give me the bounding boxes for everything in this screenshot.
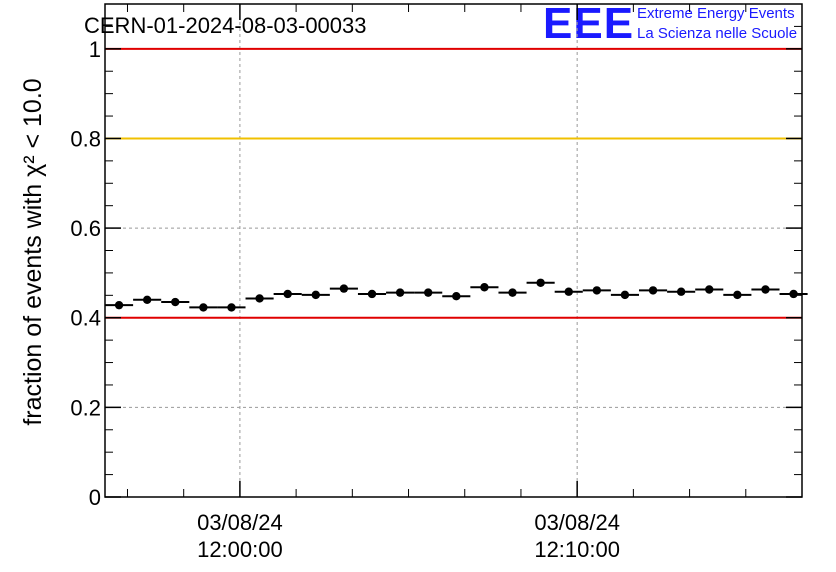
data-point [171, 297, 180, 307]
data-point [648, 286, 658, 295]
y-tick-label: 0.4 [70, 306, 101, 331]
data-point [311, 290, 320, 300]
data-point [424, 288, 433, 297]
logo-subtitle-1: Extreme Energy Events [637, 5, 795, 22]
axes: 00.20.40.60.8103/08/2412:00:0003/08/2412… [70, 3, 803, 562]
data-point [255, 294, 264, 303]
grid-lines [105, 4, 802, 497]
data-point [761, 285, 770, 294]
data-point [705, 285, 714, 294]
data-point [676, 287, 686, 296]
y-axis-label: fraction of events with χ² < 10.0 [19, 78, 47, 425]
y-tick-label: 0.2 [70, 395, 101, 420]
y-tick-label: 0.8 [70, 126, 101, 151]
data-point [620, 290, 630, 300]
data-point [395, 288, 405, 297]
data-point [789, 289, 798, 299]
x-tick-label-date: 03/08/24 [534, 510, 620, 535]
plot-frame [104, 3, 803, 498]
data-point [508, 288, 517, 297]
logo-subtitle-2: La Scienza nelle Scuole [637, 25, 797, 42]
data-point [199, 303, 208, 312]
data-point [142, 295, 152, 304]
data-point [367, 289, 377, 299]
run-title: CERN-01-2024-08-03-00033 [84, 13, 367, 38]
data-point [452, 292, 461, 301]
data-point [283, 289, 292, 299]
y-tick-label: 0.6 [70, 216, 101, 241]
data-point [536, 278, 545, 287]
data-point [227, 303, 236, 312]
eee-logo: EEE [543, 0, 634, 48]
data-point [480, 283, 489, 292]
data-series [105, 278, 808, 312]
x-tick-label-date: 03/08/24 [197, 510, 283, 535]
x-tick-label-time: 12:10:00 [534, 537, 620, 562]
y-tick-label: 1 [89, 37, 101, 62]
x-tick-label-time: 12:00:00 [197, 537, 283, 562]
data-point [592, 286, 602, 295]
y-tick-label: 0 [89, 485, 101, 510]
reference-lines [105, 47, 802, 319]
data-point [564, 287, 573, 296]
data-point [114, 300, 124, 310]
data-point [733, 290, 742, 300]
data-point [339, 284, 349, 293]
